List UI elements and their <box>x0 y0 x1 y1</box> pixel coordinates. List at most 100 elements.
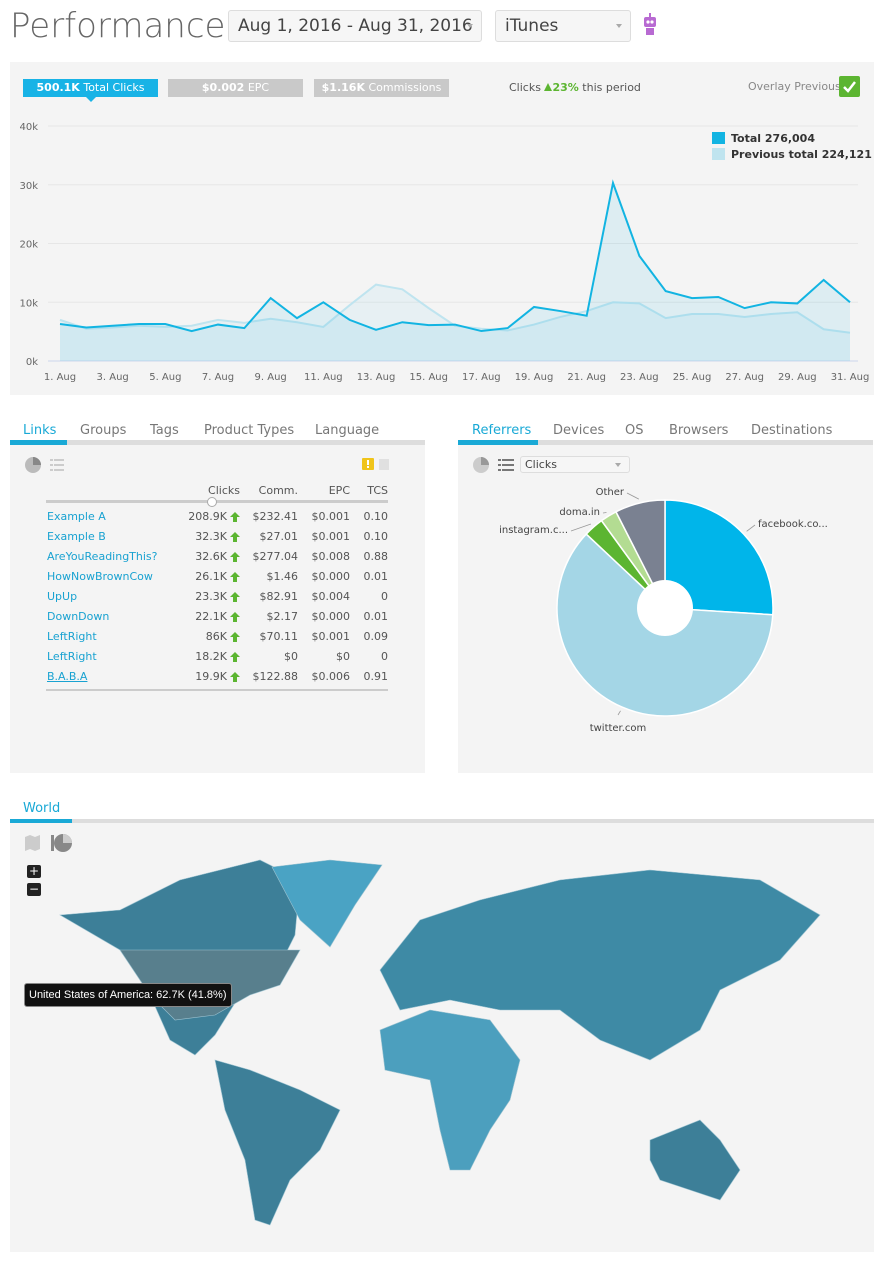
cell: $232.41 <box>252 510 299 523</box>
column-header: Clicks <box>208 484 240 497</box>
pill-epc[interactable]: $0.002 EPC <box>168 79 303 97</box>
cell: $0 <box>336 650 350 663</box>
x-tick-label: 3. Aug <box>97 372 129 383</box>
view-icons[interactable] <box>23 833 75 853</box>
x-tick-label: 9. Aug <box>255 372 287 383</box>
australia[interactable] <box>649 1119 741 1201</box>
tab[interactable]: Tags <box>150 423 179 438</box>
cell: $0 <box>284 650 298 663</box>
y-tick-label: 0k <box>26 357 38 368</box>
up-arrow-stem <box>233 617 237 622</box>
x-tick-label: 15. Aug <box>409 372 448 383</box>
up-arrow-stem <box>233 597 237 602</box>
label-connector <box>746 524 756 532</box>
link-name[interactable]: AreYouReadingThis? <box>47 550 158 563</box>
tab-indicator <box>10 440 67 445</box>
legend-swatch <box>712 132 725 144</box>
africa[interactable] <box>379 1009 521 1171</box>
cell: $0.000 <box>311 610 351 623</box>
x-tick-label: 27. Aug <box>725 372 764 383</box>
up-arrow-stem <box>233 517 237 522</box>
overlay-checkbox[interactable] <box>839 76 860 97</box>
cell: 0.01 <box>363 610 389 623</box>
header-rule <box>46 500 388 503</box>
pill-value: 500.1K <box>36 81 80 94</box>
label-connector <box>617 710 621 716</box>
pie-slice[interactable] <box>664 499 774 616</box>
link-name[interactable]: Example A <box>47 510 106 523</box>
link-name[interactable]: Example B <box>47 530 106 543</box>
link-name[interactable]: B.A.B.A <box>47 670 88 683</box>
slice-label: facebook.co... <box>758 519 828 530</box>
up-arrow <box>544 83 553 91</box>
metric: Clicks <box>525 458 557 471</box>
up-arrow <box>230 632 240 637</box>
tab[interactable]: Links <box>23 423 57 438</box>
greenland[interactable] <box>271 859 383 948</box>
clicks-change: Clicks 23% this period <box>509 81 641 94</box>
y-tick-label: 40k <box>19 122 38 133</box>
slice-label: doma.in <box>559 507 600 518</box>
links-panel <box>10 445 425 773</box>
cell: $0.001 <box>311 630 351 643</box>
tab[interactable]: Referrers <box>472 423 532 438</box>
south-america[interactable] <box>214 1059 341 1226</box>
cell: $0.000 <box>311 570 351 583</box>
cell: 0 <box>381 650 388 663</box>
tab[interactable]: Language <box>315 423 380 438</box>
metric-select[interactable]: Clicks <box>520 456 630 473</box>
change-suffix: this period <box>582 81 641 94</box>
link-name[interactable]: LeftRight <box>47 630 97 643</box>
tab[interactable]: Destinations <box>751 423 833 438</box>
view-icons[interactable] <box>24 456 68 474</box>
tab-bar <box>10 440 425 445</box>
tab[interactable]: Devices <box>553 423 605 438</box>
legend-label: Total 276,004 <box>731 132 815 145</box>
link-name[interactable]: DownDown <box>47 610 110 623</box>
view-icons[interactable] <box>472 456 516 474</box>
tab[interactable]: OS <box>625 423 644 438</box>
world-map <box>59 859 821 1226</box>
tab[interactable]: Browsers <box>669 423 729 438</box>
pill-commissions[interactable]: $1.16K Commissions <box>314 79 449 97</box>
up-arrow <box>230 512 240 517</box>
series-line <box>59 283 851 334</box>
zoom-out[interactable]: − <box>27 882 41 896</box>
cell: $27.01 <box>259 530 299 543</box>
clicks: 22.1K <box>195 610 227 623</box>
overlay-label: Overlay Previous <box>748 80 841 93</box>
app-select[interactable]: iTunes <box>495 10 631 42</box>
date-range: Aug 1, 2016 - Aug 31, 2016 <box>238 16 473 36</box>
tab[interactable]: Groups <box>80 423 127 438</box>
column-header: EPC <box>328 484 350 497</box>
world-tab[interactable]: World <box>23 801 61 816</box>
column-header: TCS <box>367 484 388 497</box>
up-arrow-stem <box>233 637 237 642</box>
series-area <box>60 182 850 361</box>
alert-icons[interactable] <box>362 458 392 472</box>
eurasia[interactable] <box>379 869 821 1061</box>
cell: $122.88 <box>252 670 299 683</box>
cell: 0.91 <box>363 670 389 683</box>
link-name[interactable]: HowNowBrownCow <box>47 570 153 583</box>
zoom-in[interactable]: + <box>27 864 41 878</box>
link-name[interactable]: LeftRight <box>47 650 97 663</box>
cell: 0 <box>381 590 388 603</box>
cell: 0.10 <box>363 530 389 543</box>
date-range-select[interactable]: Aug 1, 2016 - Aug 31, 2016 <box>228 10 482 42</box>
tab[interactable]: Product Types <box>204 423 295 438</box>
tab-indicator <box>10 819 72 823</box>
caret <box>615 463 621 467</box>
donut-hole <box>637 580 693 636</box>
up-arrow <box>230 572 240 577</box>
x-tick-label: 25. Aug <box>673 372 712 383</box>
link-name[interactable]: UpUp <box>47 590 78 603</box>
cell: $0.008 <box>311 550 351 563</box>
up-arrow <box>230 612 240 617</box>
robot-icon[interactable] <box>641 13 659 39</box>
pill-clicks[interactable]: 500.1K Total Clicks <box>23 79 158 97</box>
pie-slice[interactable] <box>614 499 666 609</box>
slice-label: twitter.com <box>590 723 647 734</box>
slider-handle[interactable] <box>207 497 217 507</box>
